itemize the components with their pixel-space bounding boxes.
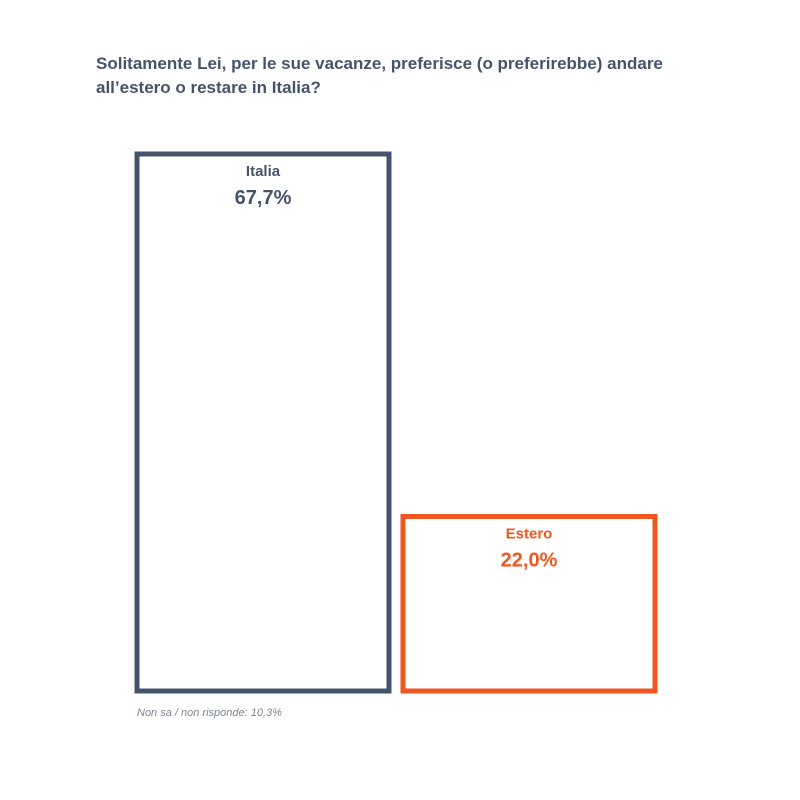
chart-title: Solitamente Lei, per le sue vacanze, pre… bbox=[96, 54, 663, 97]
bar-italia bbox=[134, 151, 392, 694]
bar-estero bbox=[400, 513, 658, 694]
bar-group-italia: Italia 67,7% bbox=[134, 151, 392, 694]
no-answer-note: Non sa / non risponde: 10,3% bbox=[137, 707, 282, 719]
bar-value-italia: 67,7% bbox=[235, 187, 292, 209]
bar-label-italia: Italia bbox=[246, 163, 281, 180]
bar-label-estero: Estero bbox=[506, 525, 553, 542]
bar-value-estero: 22,0% bbox=[501, 549, 558, 571]
bar-group-estero: Estero 22,0% bbox=[400, 513, 658, 694]
